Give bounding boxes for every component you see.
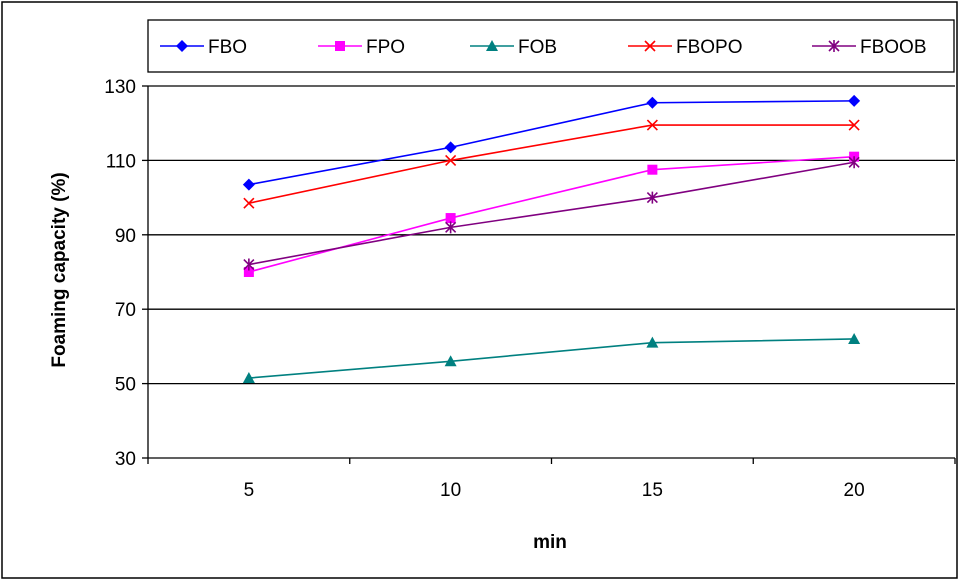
series-line xyxy=(248,124,855,204)
x-axis-title: min xyxy=(533,532,567,553)
data-point xyxy=(644,40,656,52)
series-line xyxy=(248,338,855,379)
y-tick-label: 90 xyxy=(115,226,136,247)
gridlines xyxy=(148,85,955,385)
y-tick-label: 30 xyxy=(115,449,136,470)
y-tick-label: 70 xyxy=(115,300,136,321)
data-point xyxy=(848,156,860,169)
data-point xyxy=(445,221,457,234)
data-point xyxy=(828,40,840,52)
data-point xyxy=(848,119,860,131)
y-axis-title: Foaming capacity (%) xyxy=(49,172,70,367)
data-point xyxy=(445,213,456,224)
legend-item-fbopo: FBOPO xyxy=(628,37,743,58)
data-point xyxy=(646,336,659,348)
data-point xyxy=(243,197,255,209)
data-point xyxy=(646,96,659,109)
x-tick-label: 5 xyxy=(244,480,255,501)
data-point xyxy=(445,154,457,166)
data-point xyxy=(242,372,255,384)
legend-label: FOB xyxy=(518,37,557,58)
data-point xyxy=(848,332,861,344)
legend-item-fbo: FBO xyxy=(160,37,247,58)
legend-label: FBOOB xyxy=(860,37,927,58)
y-tick-labels: 30 50 70 90 110 130 xyxy=(104,77,136,470)
series-fob xyxy=(242,332,861,384)
data-point xyxy=(335,41,345,51)
x-tick-labels: 5 10 15 20 xyxy=(244,480,865,501)
y-tick-label: 50 xyxy=(115,375,136,396)
data-point xyxy=(646,191,658,204)
data-point xyxy=(243,258,255,271)
legend-label: FBOPO xyxy=(676,37,743,58)
data-point xyxy=(848,94,861,107)
data-point xyxy=(444,141,457,154)
data-point xyxy=(486,40,498,51)
series-line xyxy=(248,161,855,266)
axes xyxy=(142,85,956,464)
legend-item-fob: FOB xyxy=(470,37,557,58)
legend: FBO FPO FOB FBOPO FBOOB xyxy=(147,19,955,73)
x-tick-label: 15 xyxy=(642,480,663,501)
data-point xyxy=(647,164,658,175)
x-tick-label: 20 xyxy=(844,480,865,501)
data-point xyxy=(444,355,457,367)
legend-item-fboob: FBOOB xyxy=(812,37,927,58)
legend-item-fpo: FPO xyxy=(318,37,405,58)
data-point xyxy=(176,40,188,52)
data-point xyxy=(243,267,254,277)
series-fbo xyxy=(242,94,861,191)
y-tick-label: 130 xyxy=(104,77,136,98)
series-group xyxy=(242,94,861,384)
legend-label: FBO xyxy=(208,37,247,58)
series-line xyxy=(248,155,855,273)
legend-label: FPO xyxy=(366,37,405,58)
series-line xyxy=(248,100,855,186)
data-point xyxy=(646,119,658,131)
x-tick-label: 10 xyxy=(440,480,461,501)
data-point xyxy=(242,178,255,191)
series-fbopo xyxy=(243,119,860,209)
series-fboob xyxy=(243,156,860,271)
y-tick-label: 110 xyxy=(106,151,136,172)
